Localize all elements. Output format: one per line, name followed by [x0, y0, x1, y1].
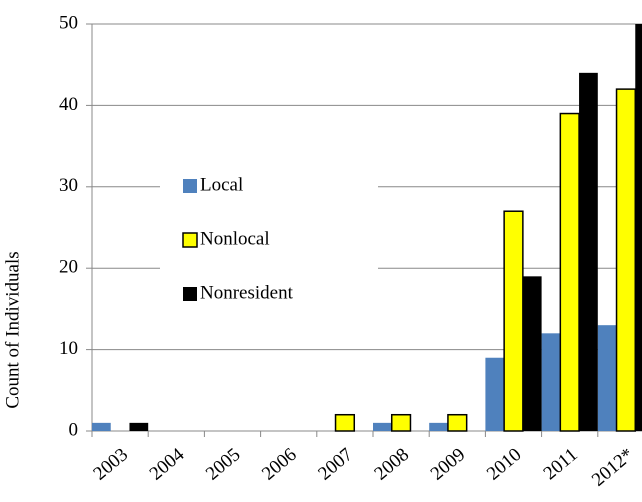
bar	[503, 210, 524, 432]
legend-label: Local	[200, 174, 243, 195]
y-tick-label: 20	[59, 257, 78, 278]
x-tick-label: 2004	[146, 444, 189, 485]
legend-swatch	[182, 232, 198, 248]
bar	[615, 88, 637, 432]
y-tick-label: 0	[69, 419, 79, 440]
bar	[129, 422, 149, 431]
legend-label: Nonlocal	[200, 228, 270, 249]
bar	[334, 413, 356, 432]
y-tick-label: 10	[59, 338, 78, 359]
bar	[373, 422, 392, 431]
x-tick-label: 2007	[314, 444, 357, 485]
bar	[541, 333, 561, 431]
y-tick-label: 40	[59, 94, 78, 115]
bar	[390, 413, 412, 432]
x-tick-label: 2009	[427, 444, 470, 485]
bar	[635, 24, 642, 431]
bar	[92, 422, 111, 431]
bar	[579, 72, 598, 431]
bar	[522, 276, 542, 431]
bar	[559, 112, 580, 432]
x-tick-label: 2006	[258, 444, 301, 485]
bar	[447, 413, 468, 432]
bar	[597, 325, 617, 431]
y-axis-title: Count of Individuals	[2, 251, 23, 408]
y-tick-label: 30	[59, 175, 78, 196]
legend-swatch	[183, 287, 197, 301]
x-tick-label: 2003	[90, 444, 133, 485]
x-tick-label: 2011	[540, 444, 582, 484]
y-tick-label: 50	[59, 12, 78, 33]
x-tick-label: 2008	[371, 444, 414, 485]
legend-swatch	[183, 179, 197, 193]
x-tick-label: 2005	[202, 444, 245, 485]
x-tick-label: 2012*	[588, 444, 638, 491]
x-tick-label: 2010	[483, 444, 526, 485]
bar	[485, 357, 505, 431]
legend-label: Nonresident	[200, 282, 294, 303]
bar	[429, 422, 448, 431]
